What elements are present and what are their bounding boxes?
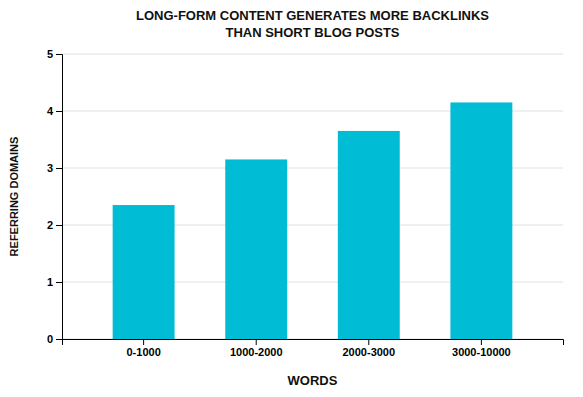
y-tick-mark [56,168,62,169]
x-tick-mark [368,339,369,345]
y-tick-mark [56,54,62,55]
bar [338,131,400,339]
y-tick-label: 2 [47,219,53,231]
y-tick-mark [56,282,62,283]
plot-area: 0-1000 1000-2000 2000-3000 3000-10000 0 1 2 3 4 5 [47,48,564,358]
x-tick-label: 3000-10000 [452,346,511,358]
y-tick: 1 [47,276,62,288]
x-tick-mark [143,339,144,345]
y-tick-mark [56,111,62,112]
y-tick: 5 [47,48,62,60]
y-tick-mark [56,225,62,226]
y-axis-title: REFERRING DOMAINS [8,137,20,257]
y-tick-label: 3 [47,162,53,174]
x-tick: 1000-2000 [230,339,283,358]
bar [450,102,512,339]
y-tick-mark [56,339,62,340]
x-axis-line [63,340,564,346]
x-tick: 3000-10000 [452,339,511,358]
y-tick: 4 [47,105,62,117]
y-tick-label: 0 [47,333,53,345]
y-tick: 3 [47,162,62,174]
y-tick-label: 5 [47,48,53,60]
x-tick-label: 2000-3000 [342,346,395,358]
y-tick-label: 1 [47,276,53,288]
grid [62,54,563,339]
y-tick: 0 [47,333,62,345]
x-axis-title: WORDS [288,373,338,388]
x-tick-label: 0-1000 [126,346,160,358]
y-axis-line [56,55,63,340]
y-tick-label: 4 [47,105,54,117]
y-tick: 2 [47,219,62,231]
chart-svg: LONG-FORM CONTENT GENERATES MORE BACKLIN… [0,0,583,397]
bars [113,102,513,339]
x-tick: 0-1000 [126,339,160,358]
grid-line [62,54,563,55]
x-axis: 0-1000 1000-2000 2000-3000 3000-10000 [63,339,564,358]
chart-title: LONG-FORM CONTENT GENERATES MORE BACKLIN… [136,8,489,23]
x-tick-mark [256,339,257,345]
chart-container: LONG-FORM CONTENT GENERATES MORE BACKLIN… [0,0,583,397]
bar [225,159,287,339]
x-tick-label: 1000-2000 [230,346,283,358]
bar [113,205,175,339]
x-tick: 2000-3000 [342,339,395,358]
x-tick-mark [481,339,482,345]
chart-title: THAN SHORT BLOG POSTS [225,25,399,40]
y-axis: 0 1 2 3 4 5 [47,48,63,345]
